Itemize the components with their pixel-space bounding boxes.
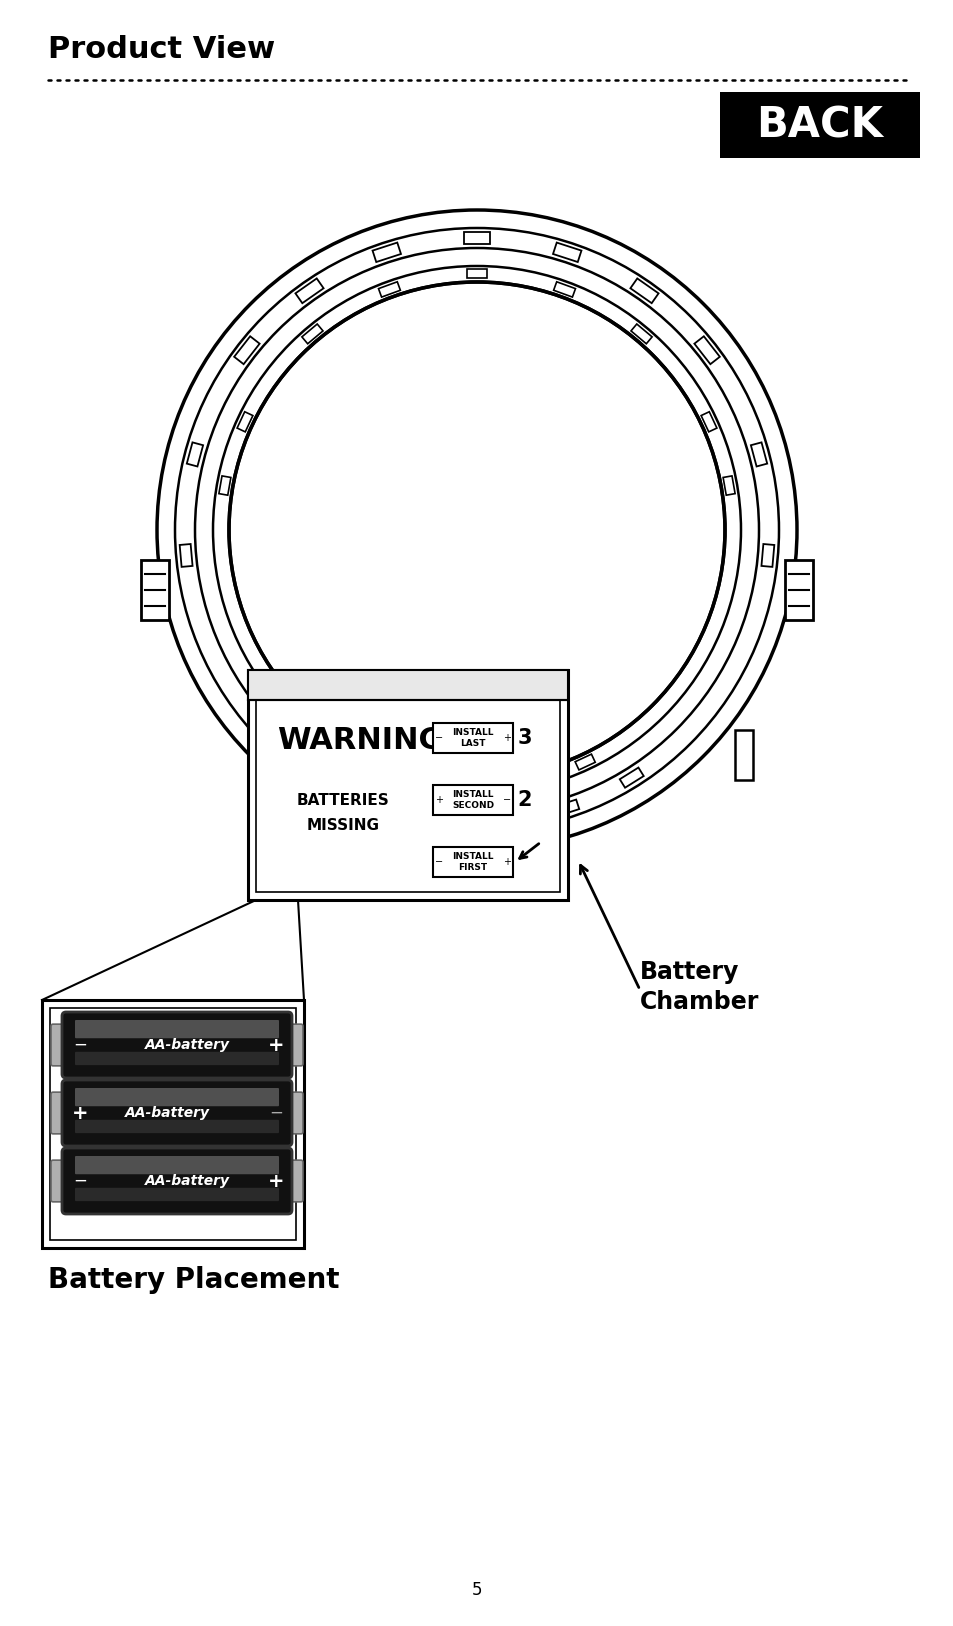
Polygon shape <box>187 442 203 467</box>
FancyBboxPatch shape <box>248 670 567 701</box>
FancyBboxPatch shape <box>248 670 567 901</box>
Text: +: + <box>268 1171 284 1190</box>
Text: +: + <box>268 1036 284 1055</box>
Text: AA-battery: AA-battery <box>144 1174 230 1189</box>
FancyBboxPatch shape <box>283 1024 303 1067</box>
Text: INSTALL
FIRST: INSTALL FIRST <box>452 852 494 872</box>
Text: WARNING.: WARNING. <box>276 725 455 754</box>
FancyBboxPatch shape <box>62 1011 292 1078</box>
FancyBboxPatch shape <box>734 730 752 780</box>
Polygon shape <box>467 270 486 278</box>
Polygon shape <box>373 242 400 262</box>
FancyBboxPatch shape <box>51 1159 71 1202</box>
Text: +: + <box>435 795 442 805</box>
Text: INSTALL
SECOND: INSTALL SECOND <box>452 790 494 810</box>
Polygon shape <box>358 754 378 769</box>
Text: 3: 3 <box>517 728 532 748</box>
FancyBboxPatch shape <box>433 785 513 815</box>
Polygon shape <box>553 242 580 262</box>
Polygon shape <box>237 411 253 433</box>
Text: BACK: BACK <box>756 104 882 146</box>
Text: BATTERIES: BATTERIES <box>296 792 389 808</box>
Text: −: − <box>269 1104 283 1122</box>
Polygon shape <box>301 324 323 343</box>
Text: −: − <box>73 1172 87 1190</box>
Text: AA-battery: AA-battery <box>125 1106 210 1120</box>
FancyBboxPatch shape <box>42 1000 304 1249</box>
Text: 5: 5 <box>471 1580 482 1598</box>
Polygon shape <box>722 476 735 496</box>
FancyBboxPatch shape <box>51 1093 71 1133</box>
Text: Battery Placement: Battery Placement <box>48 1267 339 1294</box>
Polygon shape <box>378 281 400 298</box>
Text: +: + <box>502 733 511 743</box>
Circle shape <box>154 208 799 852</box>
Text: +: + <box>502 857 511 867</box>
Text: Product View: Product View <box>48 36 274 65</box>
FancyBboxPatch shape <box>51 1024 71 1067</box>
Polygon shape <box>700 411 716 433</box>
Polygon shape <box>375 800 398 816</box>
Text: Battery
Chamber: Battery Chamber <box>639 959 759 1013</box>
FancyBboxPatch shape <box>141 559 169 620</box>
Text: 2: 2 <box>517 790 532 810</box>
Polygon shape <box>750 442 766 467</box>
Text: −: − <box>435 733 442 743</box>
Polygon shape <box>760 545 774 567</box>
FancyBboxPatch shape <box>62 1080 292 1146</box>
Polygon shape <box>179 545 193 567</box>
FancyBboxPatch shape <box>75 1156 278 1174</box>
FancyBboxPatch shape <box>62 1148 292 1215</box>
Text: −: − <box>502 795 511 805</box>
Polygon shape <box>233 337 259 364</box>
Text: −: − <box>73 1036 87 1054</box>
FancyBboxPatch shape <box>75 1020 278 1039</box>
Polygon shape <box>295 278 323 302</box>
FancyBboxPatch shape <box>720 93 919 158</box>
Polygon shape <box>619 767 643 787</box>
Polygon shape <box>630 324 652 343</box>
FancyBboxPatch shape <box>784 559 812 620</box>
Polygon shape <box>490 780 508 790</box>
FancyBboxPatch shape <box>446 772 507 798</box>
FancyBboxPatch shape <box>283 1159 303 1202</box>
FancyBboxPatch shape <box>433 724 513 753</box>
Polygon shape <box>694 337 720 364</box>
FancyBboxPatch shape <box>75 1187 278 1202</box>
Polygon shape <box>218 476 231 496</box>
Text: INSTALL
LAST: INSTALL LAST <box>452 728 494 748</box>
FancyBboxPatch shape <box>433 847 513 876</box>
Text: MISSING: MISSING <box>306 818 379 833</box>
Circle shape <box>229 281 724 777</box>
Polygon shape <box>555 800 578 816</box>
Polygon shape <box>575 754 595 769</box>
Text: +: + <box>71 1104 89 1122</box>
Polygon shape <box>463 233 490 244</box>
FancyBboxPatch shape <box>283 1093 303 1133</box>
Polygon shape <box>465 816 488 828</box>
Text: AA-battery: AA-battery <box>144 1037 230 1052</box>
Polygon shape <box>310 767 334 787</box>
Polygon shape <box>630 278 658 302</box>
FancyBboxPatch shape <box>75 1052 278 1065</box>
FancyBboxPatch shape <box>75 1120 278 1133</box>
FancyBboxPatch shape <box>75 1088 278 1106</box>
Polygon shape <box>553 281 575 298</box>
Text: −: − <box>435 857 442 867</box>
